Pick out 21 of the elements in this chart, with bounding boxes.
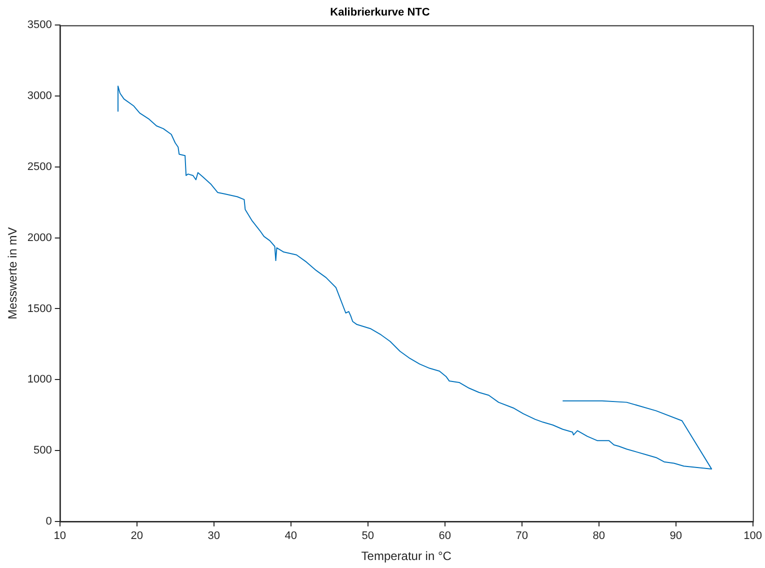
x-tick-label: 50 <box>362 530 374 542</box>
y-tick-label: 1500 <box>27 302 52 315</box>
y-tick-label: 500 <box>34 444 52 457</box>
x-tick-label: 100 <box>744 530 762 542</box>
x-tick-label: 40 <box>284 530 297 542</box>
x-tick-label: 10 <box>54 530 66 542</box>
x-axis-title: Temperatur in °C <box>361 549 452 564</box>
chart-title: Kalibrierkurve NTC <box>330 6 430 19</box>
x-tick-label: 80 <box>592 530 605 542</box>
y-axis-title: Messwerte in mV <box>6 227 20 320</box>
x-tick-label: 30 <box>208 530 220 542</box>
x-tick-label: 60 <box>438 530 451 542</box>
y-tick-label: 3500 <box>27 19 52 32</box>
x-tick-label: 70 <box>516 530 528 542</box>
y-tick-label: 1000 <box>27 374 52 386</box>
x-tick-label: 20 <box>130 530 143 542</box>
x-tick-label: 90 <box>670 530 682 542</box>
y-tick-label: 2500 <box>27 161 52 174</box>
y-tick-label: 0 <box>46 515 52 528</box>
y-tick-label: 3000 <box>27 90 52 102</box>
y-tick-label: 2000 <box>27 232 52 244</box>
